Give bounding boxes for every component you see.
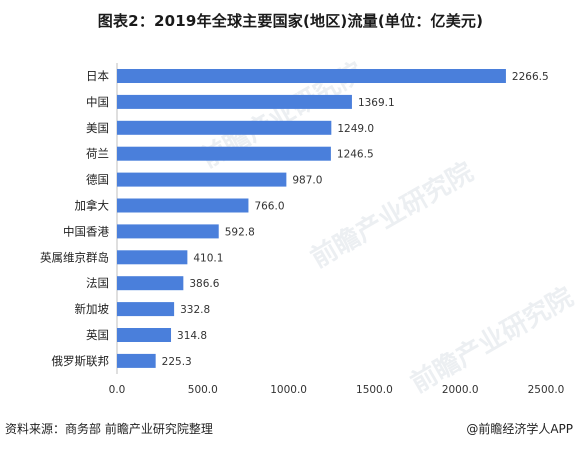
source-note: 资料来源：商务部 前瞻产业研究院整理 bbox=[5, 422, 213, 436]
x-tick-label: 1500.0 bbox=[356, 384, 393, 396]
x-tick-label: 1000.0 bbox=[270, 384, 307, 396]
data-label: 225.3 bbox=[162, 356, 192, 368]
bar bbox=[117, 328, 172, 342]
bar bbox=[117, 172, 287, 187]
category-label: 荷兰 bbox=[86, 147, 109, 161]
bar bbox=[117, 69, 506, 83]
x-tick-label: 2500.0 bbox=[528, 384, 565, 396]
category-label: 俄罗斯联邦 bbox=[52, 354, 110, 368]
data-label: 314.8 bbox=[177, 330, 207, 342]
bar bbox=[117, 146, 331, 161]
data-label: 1249.0 bbox=[337, 123, 374, 135]
bar bbox=[117, 120, 332, 135]
data-label: 386.6 bbox=[189, 278, 219, 290]
data-label: 1369.1 bbox=[358, 97, 395, 109]
bar bbox=[117, 250, 188, 265]
x-tick-label: 0.0 bbox=[109, 384, 126, 396]
data-label: 332.8 bbox=[180, 304, 210, 316]
chart-title: 图表2：2019年全球主要国家(地区)流量(单位：亿美元) bbox=[97, 12, 484, 30]
data-label: 766.0 bbox=[254, 201, 284, 213]
data-label: 592.8 bbox=[225, 226, 255, 238]
category-label: 法国 bbox=[86, 276, 109, 290]
category-label: 德国 bbox=[86, 173, 109, 187]
category-label: 中国 bbox=[86, 95, 109, 109]
bar bbox=[117, 224, 219, 239]
category-label: 美国 bbox=[86, 121, 109, 135]
category-label: 加拿大 bbox=[75, 199, 110, 213]
category-label: 新加坡 bbox=[75, 302, 110, 316]
bar bbox=[117, 302, 175, 317]
bar bbox=[117, 276, 184, 291]
data-label: 1246.5 bbox=[337, 149, 374, 161]
bar bbox=[117, 353, 156, 368]
data-label: 987.0 bbox=[292, 175, 322, 187]
bar bbox=[117, 198, 249, 213]
data-label: 2266.5 bbox=[512, 71, 549, 83]
category-label: 日本 bbox=[86, 69, 109, 83]
category-label: 英属维京群岛 bbox=[40, 250, 109, 264]
category-label: 中国香港 bbox=[63, 224, 109, 238]
category-label: 英国 bbox=[86, 328, 109, 342]
x-tick-label: 500.0 bbox=[188, 384, 218, 396]
x-tick-label: 2000.0 bbox=[442, 384, 479, 396]
data-label: 410.1 bbox=[193, 252, 223, 264]
bar bbox=[117, 94, 352, 109]
brand-credit: @前瞻经济学人APP bbox=[466, 422, 573, 436]
